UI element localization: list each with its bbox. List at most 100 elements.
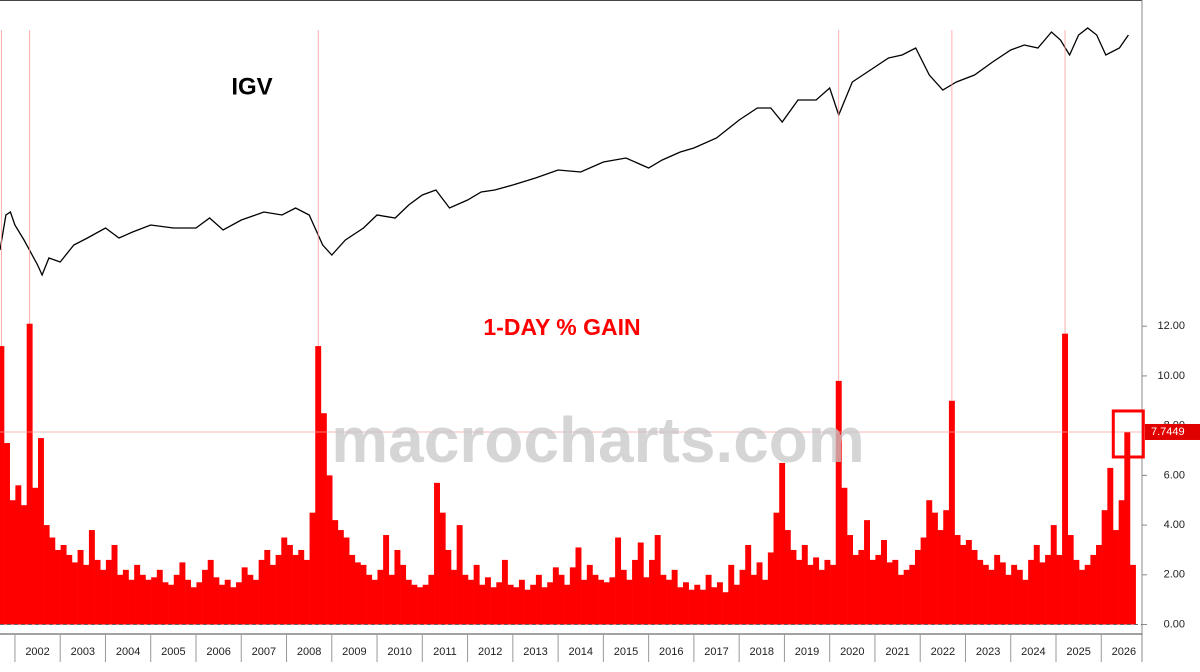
bar bbox=[37, 438, 44, 625]
bar bbox=[705, 574, 712, 625]
bar bbox=[999, 562, 1006, 625]
bar bbox=[168, 584, 175, 625]
bar bbox=[869, 559, 876, 625]
bar bbox=[343, 537, 350, 625]
last-value-label: 7.7449 bbox=[1151, 426, 1185, 438]
bar bbox=[920, 537, 927, 625]
bar bbox=[15, 485, 22, 625]
bar bbox=[1129, 564, 1136, 625]
bar bbox=[982, 564, 989, 625]
bar bbox=[903, 569, 910, 625]
bar bbox=[479, 584, 486, 625]
bar bbox=[156, 569, 163, 625]
bar bbox=[1022, 579, 1029, 625]
bar bbox=[134, 564, 141, 625]
bar bbox=[796, 559, 803, 625]
bar bbox=[541, 587, 548, 625]
bar bbox=[173, 574, 180, 625]
y-tick-label: 4.00 bbox=[1164, 519, 1185, 531]
bar bbox=[298, 549, 305, 625]
x-tick-label: 2013 bbox=[523, 646, 547, 658]
x-tick-label: 2021 bbox=[885, 646, 909, 658]
x-tick-label: 2006 bbox=[206, 646, 230, 658]
bar bbox=[767, 552, 774, 625]
line-title: IGV bbox=[231, 73, 272, 100]
bar bbox=[1028, 559, 1035, 625]
x-tick-label: 2008 bbox=[297, 646, 321, 658]
bar bbox=[943, 510, 950, 625]
bar bbox=[801, 544, 808, 625]
bar bbox=[1056, 554, 1063, 625]
bar bbox=[688, 589, 695, 625]
bar bbox=[77, 549, 84, 625]
bar bbox=[264, 549, 271, 625]
bar bbox=[105, 559, 112, 625]
bar bbox=[202, 569, 209, 625]
bar bbox=[117, 574, 124, 625]
bar bbox=[914, 549, 921, 625]
x-tick-label: 2011 bbox=[433, 646, 457, 658]
bar bbox=[784, 530, 791, 625]
bar bbox=[286, 544, 293, 625]
bar bbox=[388, 574, 395, 625]
bar bbox=[1073, 559, 1080, 625]
bar bbox=[1118, 500, 1125, 625]
bar bbox=[733, 584, 740, 625]
bar bbox=[360, 564, 367, 625]
bar bbox=[881, 540, 887, 625]
bar bbox=[592, 574, 599, 625]
bar bbox=[66, 554, 73, 625]
bar bbox=[309, 512, 316, 625]
bar bbox=[21, 505, 27, 625]
bar bbox=[451, 569, 457, 625]
bar bbox=[1033, 544, 1040, 625]
bar bbox=[1084, 564, 1091, 625]
bar bbox=[236, 582, 242, 625]
bar bbox=[462, 574, 469, 625]
bar bbox=[417, 587, 424, 625]
x-tick-label: 2015 bbox=[614, 646, 638, 658]
bar bbox=[988, 569, 995, 625]
highlight-box bbox=[1111, 409, 1145, 459]
bar bbox=[439, 512, 446, 625]
bar bbox=[484, 577, 491, 625]
bar bbox=[207, 559, 214, 625]
x-tick-label: 2004 bbox=[116, 646, 140, 658]
bar bbox=[682, 582, 689, 625]
x-tick-label: 2024 bbox=[1021, 646, 1045, 658]
bar bbox=[858, 549, 865, 625]
bar bbox=[315, 346, 322, 625]
bar bbox=[637, 542, 644, 625]
bar bbox=[196, 582, 203, 625]
bar bbox=[643, 577, 650, 625]
bar bbox=[1045, 554, 1052, 625]
bar bbox=[26, 323, 33, 625]
bar bbox=[875, 554, 882, 625]
bar bbox=[179, 562, 186, 625]
bar bbox=[824, 559, 831, 625]
y-tick-label: 2.00 bbox=[1164, 569, 1185, 581]
bar bbox=[139, 574, 146, 625]
bar bbox=[1005, 574, 1012, 625]
bar bbox=[247, 574, 254, 625]
bar bbox=[190, 587, 197, 625]
x-tick-label: 2025 bbox=[1066, 646, 1090, 658]
bar bbox=[660, 574, 667, 625]
bar bbox=[83, 564, 90, 625]
bar bbox=[88, 530, 95, 625]
bar bbox=[671, 569, 678, 625]
bar bbox=[219, 584, 225, 625]
price-line bbox=[0, 27, 1129, 277]
bar bbox=[716, 582, 723, 625]
bar bbox=[32, 487, 39, 625]
bar bbox=[598, 579, 605, 625]
bar bbox=[185, 579, 192, 625]
x-tick-label: 2018 bbox=[750, 646, 774, 658]
x-tick-label: 2026 bbox=[1112, 646, 1136, 658]
bar bbox=[303, 559, 310, 625]
bar bbox=[320, 413, 327, 625]
bar bbox=[654, 535, 661, 625]
bar bbox=[649, 559, 655, 625]
bar bbox=[711, 587, 718, 625]
bar bbox=[615, 537, 622, 625]
